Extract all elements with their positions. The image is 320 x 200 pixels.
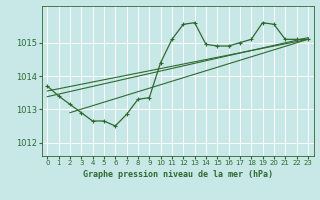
- X-axis label: Graphe pression niveau de la mer (hPa): Graphe pression niveau de la mer (hPa): [83, 170, 273, 179]
